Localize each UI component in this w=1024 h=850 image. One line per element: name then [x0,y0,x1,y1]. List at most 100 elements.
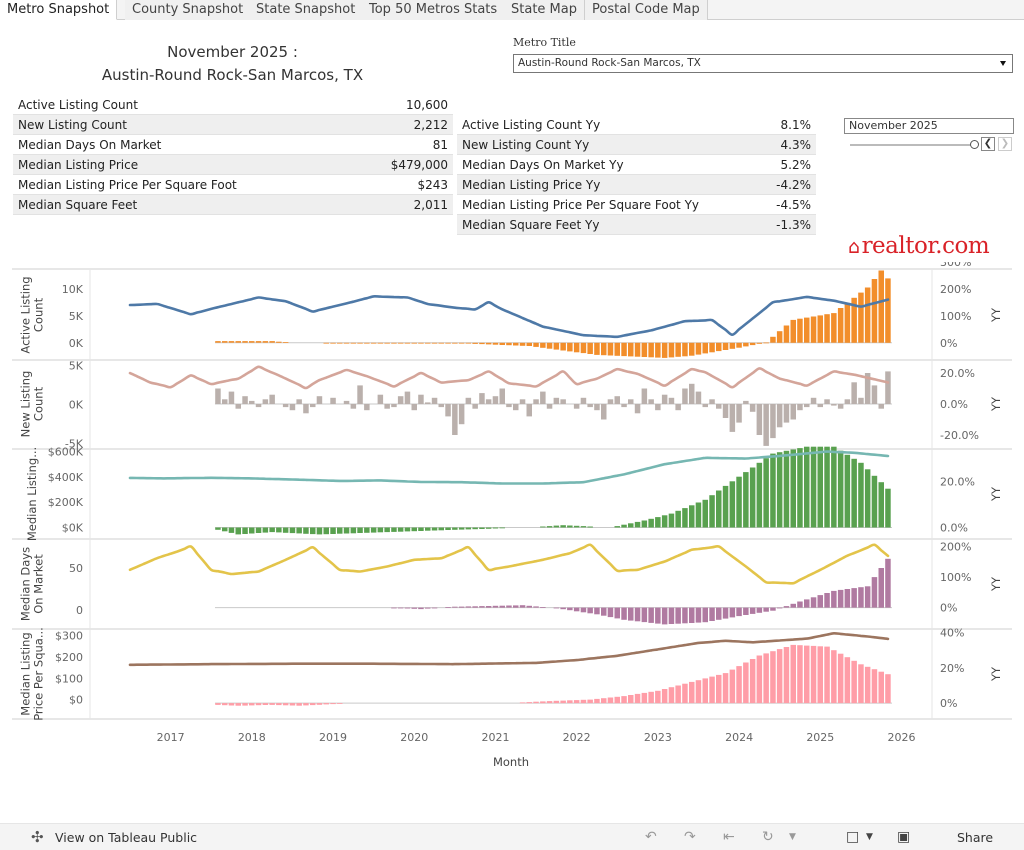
y-tick-label: $600K [48,446,84,459]
yy-bar [702,607,708,623]
yy-bar [804,446,810,528]
yy-bar [675,607,681,624]
yy-bar [743,662,749,704]
month-input[interactable]: November 2025 [844,118,1014,134]
tab-postal-code-map[interactable]: Postal Code Map [585,0,708,20]
yy-bar [289,703,296,706]
y-tick-label: 10K [62,283,84,296]
yy-bar [689,383,695,404]
yy-bar [513,342,519,346]
next-month-button[interactable]: ❯ [998,137,1012,151]
kpi-label: Median Listing Price [18,158,139,172]
yy-bar [634,521,641,528]
yy-bar [560,700,566,704]
kpi-label: Median Square Feet [18,198,138,212]
month-slider-handle[interactable] [970,140,979,149]
yy-bar [472,404,478,409]
yy-bar [573,404,580,409]
yy-bar [783,647,790,704]
download-icon[interactable]: □ [846,829,860,845]
refresh-icon[interactable]: ↻ [762,829,774,845]
yy-bar [377,342,384,344]
yy-bar [425,607,431,609]
yy-bar [431,397,438,404]
yy-bar [709,342,715,353]
yy-bar [675,404,681,411]
yy-bar [804,599,810,608]
view-on-tableau-link[interactable]: View on Tableau Public [55,830,198,845]
metro-title-dropdown[interactable]: Austin-Round Rock-San Marcos, TX [513,54,1013,73]
yy-bar [316,396,323,404]
previous-month-button[interactable]: ❮ [981,137,995,151]
yy-bar [716,404,722,409]
x-tick-label: 2023 [644,731,672,744]
yy-bar [540,526,546,528]
yy-bar [337,342,343,344]
yy-bar [810,316,817,343]
yy-bar [397,527,404,532]
yy-bar [695,607,702,623]
yy-bar [228,703,235,706]
kpi-label: Median Listing Price Yy [462,178,601,192]
yy-bar [851,458,857,528]
x-tick-label: 2026 [888,731,916,744]
kpi-table-values: Active Listing Count 10,600 New Listing Co… [13,95,453,215]
yy-bar [634,404,641,414]
yy-bar [628,607,634,621]
yy-bar [858,292,864,343]
yy-bar [222,399,228,404]
fullscreen-icon[interactable]: ▣ [897,829,911,845]
yy-bar [749,607,756,614]
yy-bar [790,404,796,420]
yy-bar [702,342,708,354]
yy-bar [560,607,566,610]
month-slider-track[interactable] [850,144,976,146]
download-dropdown-icon[interactable]: ▼ [866,832,873,842]
yy-bar [303,527,309,534]
yy-bar [824,314,830,343]
yy-tick-label: -20.0% [940,429,979,442]
yy-bar [871,577,878,608]
yy-axis-title: YY [989,666,1003,682]
kpi-value: 5.2% [780,158,812,172]
yy-bar [614,696,620,704]
yy-bar [465,606,472,608]
share-button[interactable]: Share [957,830,994,845]
yy-bar [634,607,641,622]
tab-top-50-metros-stats[interactable]: Top 50 Metros Stats [362,0,506,20]
tab-state-snapshot[interactable]: State Snapshot [249,0,364,20]
kpi-row: New Listing Count 2,212 [13,115,453,135]
tab-metro-snapshot[interactable]: Metro Snapshot [0,0,118,20]
caret-down-icon [1000,61,1006,66]
yy-bar [215,527,221,530]
redo-icon[interactable]: ↷ [684,829,696,845]
tab-county-snapshot[interactable]: County Snapshot [125,0,252,20]
undo-icon[interactable]: ↶ [645,829,657,845]
yy-bar [587,342,593,354]
yy-bar [601,698,607,704]
yy-bar [628,399,634,404]
yy-bar [648,518,654,528]
kpi-row: Median Square Feet Yy -1.3% [457,215,816,235]
yy-bar [445,342,451,344]
kpi-label: Median Listing Price Per Square Foot Yy [462,198,700,212]
yy-tick-label: 0% [940,337,957,350]
kpi-row: Median Listing Price $479,000 [13,155,453,175]
yy-bar [546,404,553,409]
kpi-row: Median Square Feet 2,011 [13,195,453,215]
revert-icon[interactable]: ⇤ [723,829,735,845]
yy-bar [864,666,871,704]
yy-bar [716,490,722,528]
yy-bar [492,396,499,404]
value-line [128,295,890,339]
yy-bar [851,660,857,704]
yy-bar [729,481,736,528]
yy-bar [824,646,830,704]
tab-state-map[interactable]: State Map [504,0,585,20]
yy-bar [384,404,390,409]
refresh-dropdown-icon[interactable]: ▼ [789,832,796,842]
yy-bar [675,342,681,357]
yy-bar [573,700,580,704]
yy-bar [601,607,607,616]
yy-bar [553,397,560,404]
